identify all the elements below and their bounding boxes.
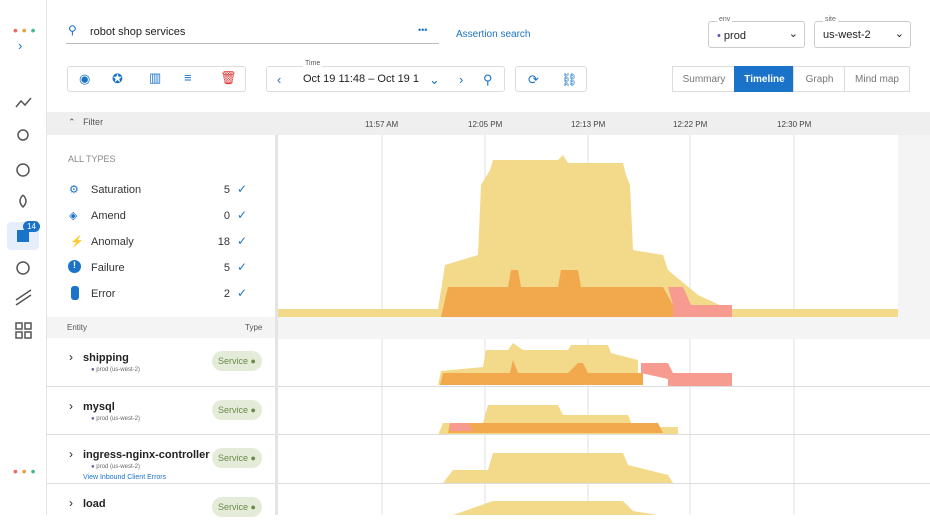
time-tick: 12:22 PM: [673, 120, 707, 129]
check-icon[interactable]: ✪: [112, 71, 123, 87]
time-label: Time: [303, 60, 322, 67]
site-select[interactable]: site us-west-2 ⌄: [814, 21, 911, 48]
type-name: Anomaly: [91, 236, 134, 248]
entity-link[interactable]: View Inbound Client Errors: [83, 474, 166, 481]
refresh-link[interactable]: ⟳⛓: [515, 66, 587, 92]
site-value: us-west-2: [823, 29, 871, 41]
entity-type: Service: [218, 453, 248, 463]
entity-name: shipping: [83, 352, 129, 364]
time-tick: 12:05 PM: [468, 120, 502, 129]
assertion-search[interactable]: Assertion search: [456, 29, 530, 40]
entity-header: Entity Type: [47, 317, 275, 338]
entity-scope: prod (us-west-2): [96, 367, 140, 373]
expand[interactable]: ›: [18, 38, 22, 53]
entity-name: load: [83, 498, 106, 510]
entity-scope: prod (us-west-2): [96, 464, 140, 470]
sidebar: • • • › 14 • • •: [0, 0, 47, 515]
site-label: site: [823, 16, 838, 23]
type-count: 2: [210, 288, 230, 300]
type-name: Error: [91, 288, 115, 300]
time-tick: 12:13 PM: [571, 120, 605, 129]
type-name: Saturation: [91, 184, 141, 196]
time-picker[interactable]: ‹ Time Oct 19 11:48 – Oct 19 1 ⌄›⚲: [266, 66, 505, 92]
entity-col: Entity: [67, 323, 87, 332]
time-tick: 12:30 PM: [777, 120, 811, 129]
entity-type: Service: [218, 405, 248, 415]
type-name: Failure: [91, 262, 125, 274]
entity-type: Service: [218, 502, 248, 512]
entity-row[interactable]: ›load Service ●: [47, 484, 275, 524]
filter-toggle[interactable]: Filter: [83, 117, 103, 127]
entity-row[interactable]: ›ingress-nginx-controller ● prod (us-wes…: [47, 435, 275, 484]
type-count: 5: [210, 184, 230, 196]
view-tab[interactable]: Mind map: [844, 66, 910, 92]
chart-icon[interactable]: ▥: [149, 70, 161, 86]
type-count: 5: [210, 262, 230, 274]
nav-icons[interactable]: [14, 95, 34, 345]
all-types[interactable]: ALL TYPES: [68, 154, 116, 164]
env-value: prod: [724, 30, 746, 42]
badge: 14: [23, 221, 40, 232]
entity-scope: prod (us-west-2): [96, 416, 140, 422]
time-tick: 11:57 AM: [365, 120, 398, 129]
timeline-chart: [278, 135, 930, 515]
delete-icon[interactable]: 🗑: [220, 70, 237, 86]
entity-name: mysql: [83, 401, 115, 413]
type-col: Type: [245, 323, 262, 332]
time-range: Oct 19 11:48 – Oct 19 1: [303, 73, 419, 85]
search-query: robot shop services: [90, 26, 185, 38]
more[interactable]: •••: [418, 25, 427, 35]
entity-row[interactable]: ›mysql ● prod (us-west-2) Service ●: [47, 387, 275, 435]
view-icon[interactable]: ◉: [79, 71, 90, 87]
type-name: Amend: [91, 210, 126, 222]
env-label: env: [717, 16, 732, 23]
entity-row[interactable]: ›shipping ● prod (us-west-2) Service ●: [47, 338, 275, 387]
entity-type: Service: [218, 356, 248, 366]
view-tab[interactable]: Graph: [793, 66, 846, 92]
sort-icon[interactable]: ≡: [184, 70, 192, 85]
filter-panel: ALL TYPES ✓ ⚙Saturation5✓ ◈Amend0✓ ⚡Anom…: [47, 135, 275, 317]
view-tab[interactable]: Timeline: [734, 66, 795, 92]
env-select[interactable]: env • prod ⌄: [708, 21, 805, 48]
type-count: 0: [210, 210, 230, 222]
entity-name: ingress-nginx-controller: [83, 449, 210, 461]
view-tab[interactable]: Summary: [672, 66, 736, 92]
type-count: 18: [210, 236, 230, 248]
search-box[interactable]: ⚲ robot shop services •••: [66, 20, 439, 44]
